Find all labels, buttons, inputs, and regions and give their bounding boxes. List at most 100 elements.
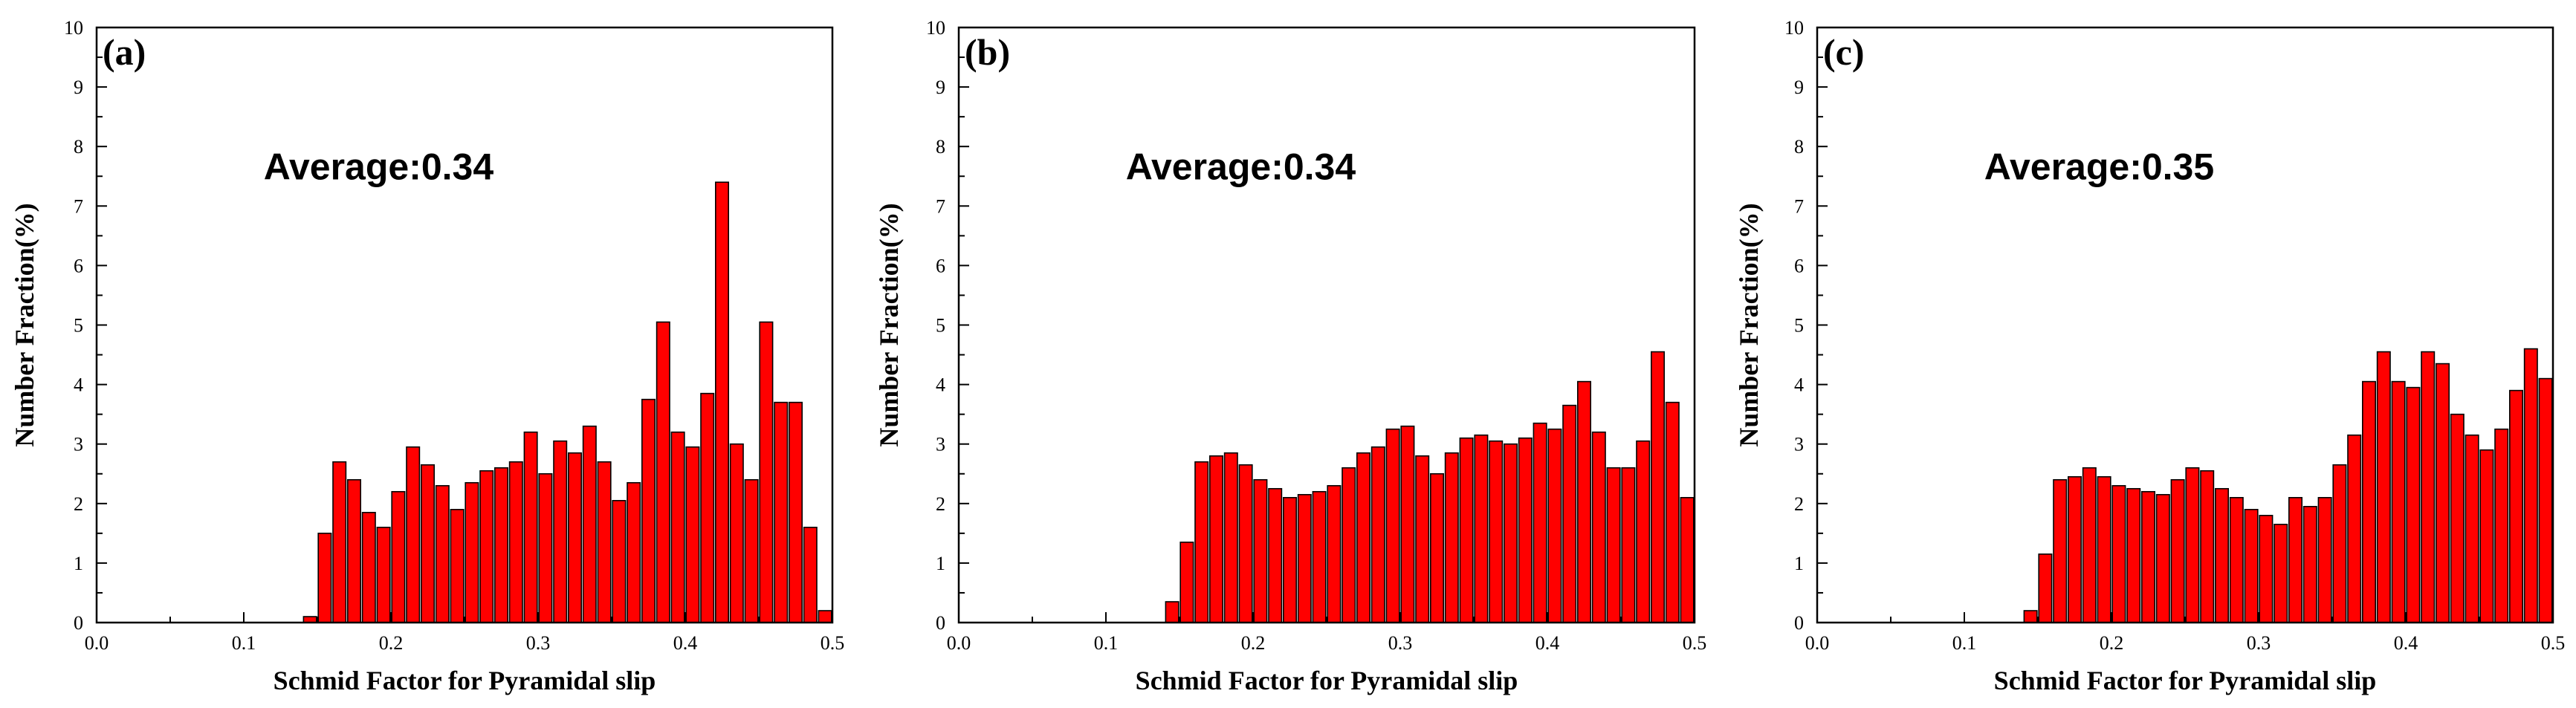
bar bbox=[2068, 475, 2083, 623]
bar bbox=[1489, 440, 1504, 623]
bar bbox=[2229, 496, 2244, 623]
bar bbox=[1283, 496, 1298, 623]
bar bbox=[627, 481, 641, 623]
y-axis-title: Number Fraction(%) bbox=[874, 203, 904, 446]
chart-panel-1: 0 1 2 3 4 5 6 7 8 9 10 0.0 0.1 0.2 0.3 0.4 0.5 Schmid Fac… bbox=[10, 17, 844, 695]
bar bbox=[1562, 404, 1577, 623]
y-tick-label: 7 bbox=[936, 195, 945, 217]
bar bbox=[1606, 467, 1621, 623]
y-tick-label: 8 bbox=[1794, 136, 1804, 157]
bar bbox=[670, 431, 685, 623]
y-tick-label: 9 bbox=[936, 77, 945, 98]
bar bbox=[2126, 487, 2141, 623]
x-tick-label: 0.0 bbox=[947, 632, 971, 654]
bar bbox=[2376, 351, 2391, 623]
bar bbox=[1459, 437, 1474, 623]
bar bbox=[1430, 472, 1445, 623]
bar bbox=[1636, 440, 1651, 623]
bar bbox=[2111, 484, 2126, 623]
bar bbox=[744, 478, 759, 623]
average-annotation: Average:0.35 bbox=[1984, 146, 2214, 187]
bar bbox=[2465, 434, 2479, 623]
bar bbox=[2053, 478, 2068, 623]
bar bbox=[2523, 348, 2538, 623]
x-tick-label: 0.0 bbox=[1805, 632, 1830, 654]
bar bbox=[729, 443, 744, 623]
bar bbox=[2274, 524, 2288, 623]
x-tick-label: 0.5 bbox=[1683, 632, 1707, 654]
bar bbox=[1504, 443, 1518, 623]
y-tick-label: 0 bbox=[936, 612, 945, 634]
y-tick-label: 6 bbox=[1794, 255, 1804, 276]
bar bbox=[1621, 467, 1636, 623]
x-axis-title: Schmid Factor for Pyramidal slip bbox=[1136, 666, 1518, 695]
bar bbox=[2450, 413, 2465, 623]
bar bbox=[1356, 452, 1371, 623]
bar bbox=[465, 481, 479, 623]
y-tick-label: 8 bbox=[936, 136, 945, 157]
bar bbox=[450, 509, 465, 623]
chart-panel-2: 0 1 2 3 4 5 6 7 8 9 10 0.0 0.1 0.2 0.3 0.4 0.5 Schmid Fac… bbox=[874, 17, 1706, 695]
y-tick-label: 1 bbox=[1794, 553, 1804, 574]
bar bbox=[2200, 470, 2215, 623]
x-tick-label: 0.3 bbox=[1388, 632, 1413, 654]
y-tick-label: 3 bbox=[936, 434, 945, 455]
bar bbox=[1547, 428, 1562, 623]
bar bbox=[1591, 431, 1606, 623]
bar bbox=[685, 446, 700, 623]
bar bbox=[1415, 455, 1430, 623]
bar bbox=[1342, 467, 1356, 623]
bar bbox=[2317, 496, 2332, 623]
bar bbox=[700, 392, 715, 623]
bar bbox=[538, 472, 553, 623]
bar bbox=[1297, 493, 1312, 623]
x-tick-label: 0.1 bbox=[1952, 632, 1977, 654]
bar bbox=[1533, 422, 1547, 623]
y-tick-label: 0 bbox=[74, 612, 83, 634]
bar bbox=[2509, 389, 2524, 623]
x-axis-title: Schmid Factor for Pyramidal slip bbox=[274, 666, 656, 695]
y-tick-label: 5 bbox=[936, 315, 945, 337]
bar bbox=[2185, 467, 2200, 623]
bar bbox=[493, 467, 508, 623]
y-tick-label: 7 bbox=[74, 195, 83, 217]
bar bbox=[2215, 487, 2230, 623]
bar bbox=[2170, 478, 2185, 623]
bar bbox=[2332, 464, 2347, 623]
bar bbox=[2288, 496, 2303, 623]
bar bbox=[1370, 446, 1385, 623]
bar bbox=[361, 512, 376, 623]
y-tick-label: 2 bbox=[74, 493, 83, 515]
bar bbox=[2259, 515, 2274, 623]
bar bbox=[774, 401, 789, 623]
bar bbox=[1165, 601, 1179, 623]
x-tick-label: 0.4 bbox=[673, 632, 698, 654]
bar bbox=[1312, 490, 1327, 623]
bar bbox=[2038, 553, 2053, 623]
bar bbox=[1400, 425, 1415, 623]
x-tick-label: 0.2 bbox=[1241, 632, 1266, 654]
bar bbox=[553, 440, 568, 623]
bar bbox=[1444, 452, 1459, 623]
bar bbox=[2097, 475, 2111, 623]
bar bbox=[435, 484, 450, 623]
bar bbox=[376, 527, 391, 623]
y-tick-label: 4 bbox=[1794, 374, 1804, 396]
x-tick-label: 0.3 bbox=[2247, 632, 2271, 654]
bar bbox=[1651, 351, 1666, 623]
y-tick-label: 1 bbox=[74, 553, 83, 574]
bar bbox=[1385, 428, 1400, 623]
bar bbox=[1665, 401, 1680, 623]
y-tick-label: 3 bbox=[1794, 434, 1804, 455]
bar bbox=[420, 464, 435, 623]
bar bbox=[346, 478, 361, 623]
bar bbox=[1238, 464, 1253, 623]
bar bbox=[332, 461, 347, 623]
bar bbox=[2082, 467, 2097, 623]
x-tick-label: 0.3 bbox=[526, 632, 551, 654]
bar bbox=[759, 321, 774, 623]
x-tick-label: 0.1 bbox=[232, 632, 256, 654]
x-tick-label: 0.2 bbox=[379, 632, 404, 654]
bar bbox=[2155, 493, 2170, 623]
x-tick-label: 0.5 bbox=[821, 632, 845, 654]
